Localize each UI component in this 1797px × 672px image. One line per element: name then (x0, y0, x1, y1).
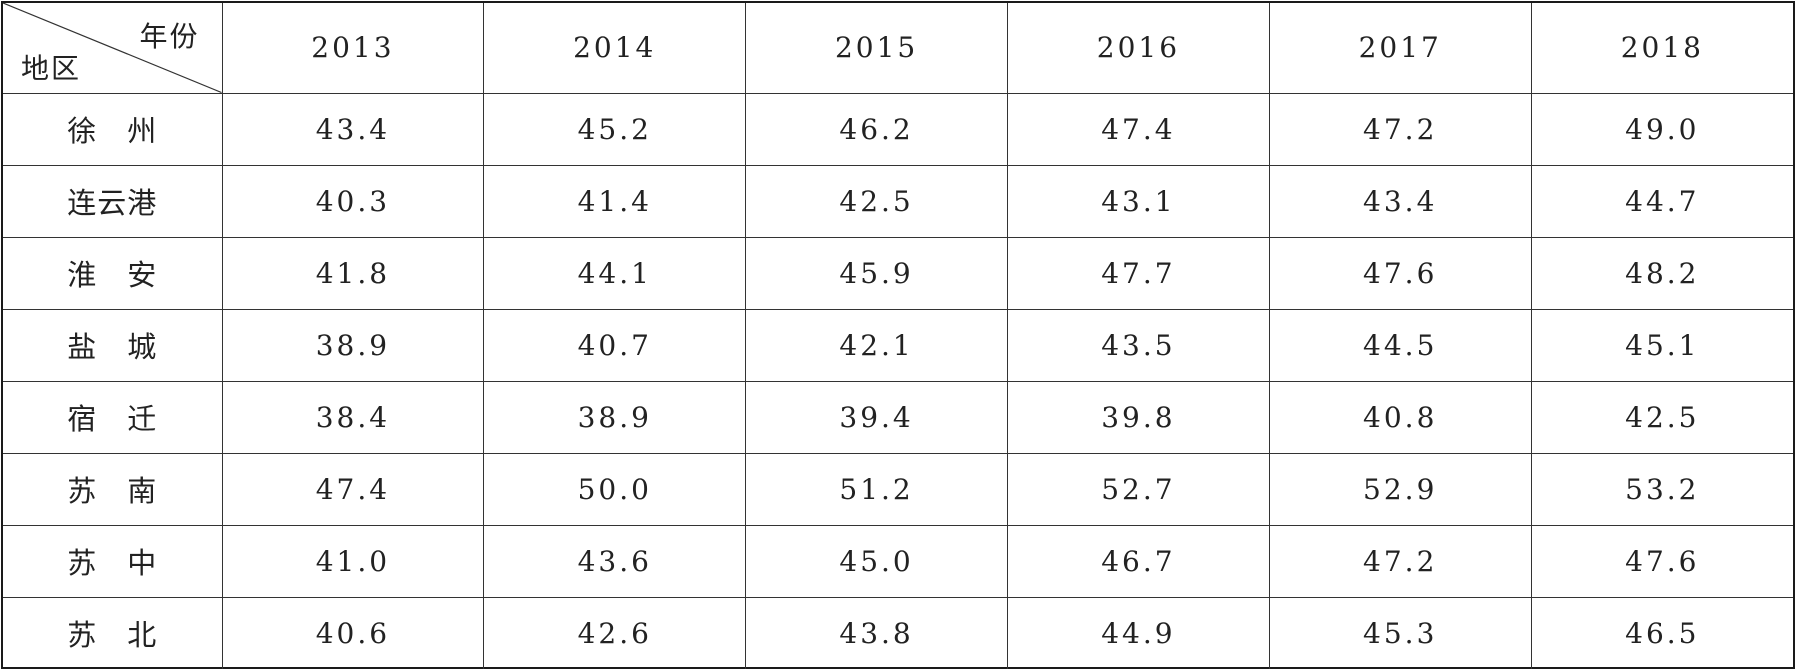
year-header: 2016 (1006, 3, 1270, 94)
value-cell: 44.1 (483, 236, 747, 310)
value-cell: 45.1 (1530, 308, 1793, 382)
year-axis-label: 年份 (139, 20, 200, 53)
value-cell: 40.3 (221, 164, 485, 238)
value-cell: 43.1 (1006, 164, 1270, 238)
value-cell: 42.5 (745, 164, 1008, 238)
value-cell: 43.6 (483, 524, 747, 598)
value-cell: 40.6 (221, 596, 485, 669)
value-cell: 41.4 (483, 164, 747, 238)
value-cell: 45.0 (745, 524, 1008, 598)
table-row: 苏 南 47.4 50.0 51.2 52.7 52.9 53.2 (3, 452, 1793, 526)
value-cell: 50.0 (483, 452, 747, 526)
value-cell: 38.9 (221, 308, 485, 382)
year-header: 2014 (483, 3, 747, 94)
value-cell: 46.7 (1006, 524, 1270, 598)
value-cell: 44.9 (1006, 596, 1270, 669)
value-cell: 49.0 (1530, 92, 1793, 166)
value-cell: 43.8 (745, 596, 1008, 669)
value-cell: 47.7 (1006, 236, 1270, 310)
value-cell: 39.8 (1006, 380, 1270, 454)
region-label: 淮 安 (3, 236, 223, 310)
region-label: 苏 中 (3, 524, 223, 598)
value-cell: 51.2 (745, 452, 1008, 526)
value-cell: 46.2 (745, 92, 1008, 166)
table-row: 徐 州 43.4 45.2 46.2 47.4 47.2 49.0 (3, 92, 1793, 166)
region-label: 苏 北 (3, 596, 223, 669)
value-cell: 47.6 (1268, 236, 1532, 310)
region-label: 苏 南 (3, 452, 223, 526)
value-cell: 47.2 (1268, 92, 1532, 166)
value-cell: 47.2 (1268, 524, 1532, 598)
value-cell: 43.4 (1268, 164, 1532, 238)
region-label: 宿 迁 (3, 380, 223, 454)
value-cell: 40.7 (483, 308, 747, 382)
table-row: 淮 安 41.8 44.1 45.9 47.7 47.6 48.2 (3, 236, 1793, 310)
value-cell: 41.0 (221, 524, 485, 598)
value-cell: 38.9 (483, 380, 747, 454)
region-label: 连云港 (3, 164, 223, 238)
value-cell: 40.8 (1268, 380, 1532, 454)
value-cell: 42.5 (1530, 380, 1793, 454)
value-cell: 44.7 (1530, 164, 1793, 238)
value-cell: 45.9 (745, 236, 1008, 310)
table-row: 宿 迁 38.4 38.9 39.4 39.8 40.8 42.5 (3, 380, 1793, 454)
value-cell: 45.3 (1268, 596, 1532, 669)
table-row: 连云港 40.3 41.4 42.5 43.1 43.4 44.7 (3, 164, 1793, 238)
header-row: 年份 地区 2013 2014 2015 2016 2017 2018 (3, 3, 1793, 94)
region-label: 徐 州 (3, 92, 223, 166)
value-cell: 46.5 (1530, 596, 1793, 669)
value-cell: 43.5 (1006, 308, 1270, 382)
year-header: 2015 (745, 3, 1008, 94)
table-row: 苏 北 40.6 42.6 43.8 44.9 45.3 46.5 (3, 596, 1793, 669)
region-label: 盐 城 (3, 308, 223, 382)
value-cell: 45.2 (483, 92, 747, 166)
table-row: 盐 城 38.9 40.7 42.1 43.5 44.5 45.1 (3, 308, 1793, 382)
value-cell: 47.4 (1006, 92, 1270, 166)
year-header: 2018 (1530, 3, 1793, 94)
value-cell: 39.4 (745, 380, 1008, 454)
table-row: 苏 中 41.0 43.6 45.0 46.7 47.2 47.6 (3, 524, 1793, 598)
value-cell: 38.4 (221, 380, 485, 454)
value-cell: 47.4 (221, 452, 485, 526)
year-header: 2013 (221, 3, 485, 94)
value-cell: 53.2 (1530, 452, 1793, 526)
value-cell: 43.4 (221, 92, 485, 166)
value-cell: 42.1 (745, 308, 1008, 382)
value-cell: 41.8 (221, 236, 485, 310)
value-cell: 42.6 (483, 596, 747, 669)
value-cell: 52.7 (1006, 452, 1270, 526)
region-axis-label: 地区 (21, 51, 82, 85)
value-cell: 44.5 (1268, 308, 1532, 382)
value-cell: 48.2 (1530, 236, 1793, 310)
corner-cell: 年份 地区 (3, 3, 223, 94)
year-header: 2017 (1268, 3, 1532, 94)
value-cell: 47.6 (1530, 524, 1793, 598)
diagonal-divider (3, 3, 222, 93)
value-cell: 52.9 (1268, 452, 1532, 526)
